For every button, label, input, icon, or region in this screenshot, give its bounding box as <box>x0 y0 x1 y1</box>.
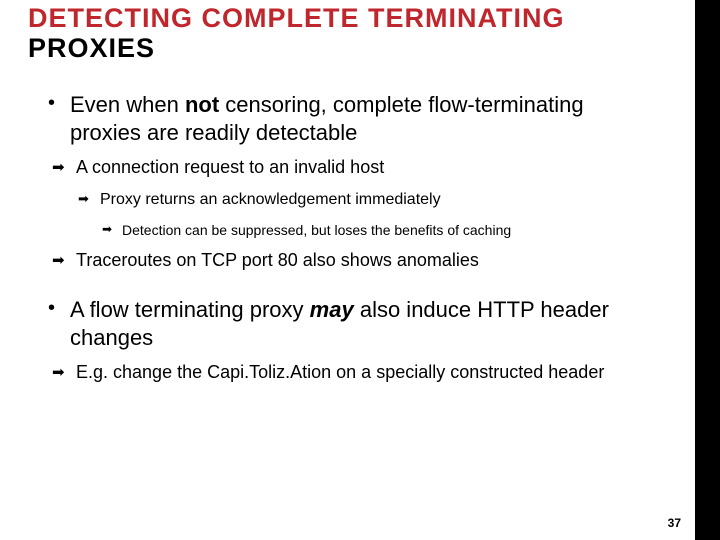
spacer <box>48 282 657 296</box>
bullet-1-text-pre: Even when <box>70 92 185 117</box>
bullet-2-text-pre: A flow terminating proxy <box>70 297 310 322</box>
title-line-1: DETECTING COMPLETE TERMINATING <box>28 4 657 34</box>
bullet-1a: A connection request to an invalid host <box>52 156 657 179</box>
bullet-1-text-bold: not <box>185 92 219 117</box>
title-line-2: PROXIES <box>28 34 657 64</box>
bullet-1: Even when not censoring, complete flow-t… <box>48 91 657 146</box>
bullet-2-text-bold: may <box>310 297 354 322</box>
page-number: 37 <box>668 516 681 530</box>
content-body: Even when not censoring, complete flow-t… <box>28 91 657 384</box>
bullet-2a: E.g. change the Capi.Toliz.Ation on a sp… <box>52 361 657 384</box>
slide: DETECTING COMPLETE TERMINATING PROXIES E… <box>0 0 695 540</box>
bullet-2: A flow terminating proxy may also induce… <box>48 296 657 351</box>
slide-title: DETECTING COMPLETE TERMINATING PROXIES <box>28 0 657 91</box>
bullet-1a-i: Proxy returns an acknowledgement immedia… <box>78 190 657 211</box>
right-black-bar <box>695 0 720 540</box>
bullet-1a-i-x: Detection can be suppressed, but loses t… <box>102 221 657 239</box>
bullet-1b: Traceroutes on TCP port 80 also shows an… <box>52 249 657 272</box>
